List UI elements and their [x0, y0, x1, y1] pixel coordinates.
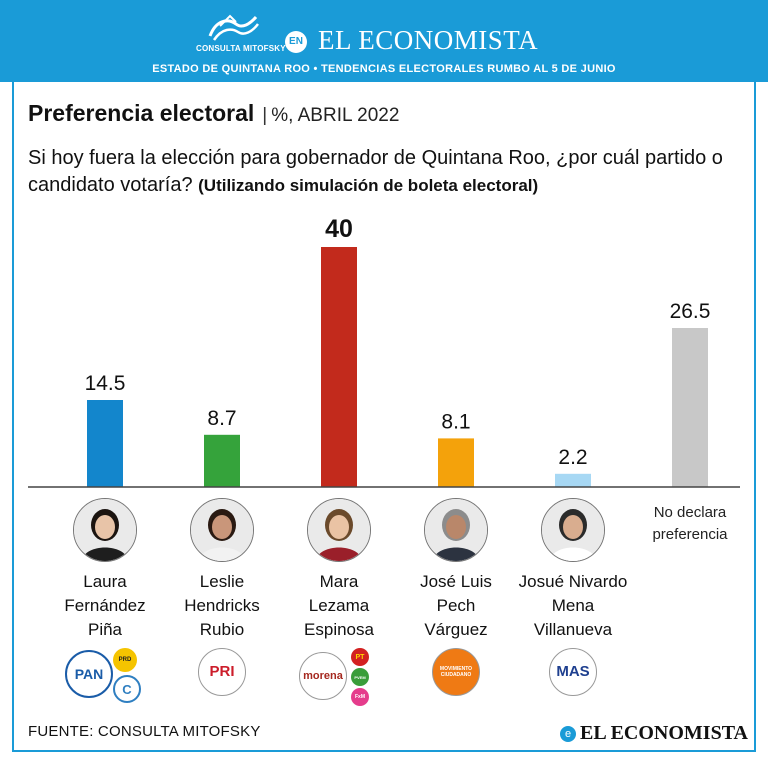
- candidate-name-line: Piña: [87, 620, 123, 639]
- party-logo-text: morena: [303, 670, 343, 682]
- candidate-name-line: Lezama: [308, 596, 370, 615]
- candidate-name-line: Espinosa: [304, 620, 374, 639]
- candidate-name-line: Mara: [319, 572, 359, 591]
- party-logo-fxm: FxM: [351, 688, 369, 706]
- chart-unit-label: %, ABRIL 2022: [271, 105, 400, 126]
- mitofsky-swirl-icon: [208, 14, 259, 41]
- consulta-mitofsky-logo: CONSULTA MITOFSKY: [196, 14, 286, 58]
- bar-value-label-1: 14.5: [85, 372, 126, 395]
- party-logo-pt: PT: [351, 648, 369, 666]
- party-logo-pan: PAN: [65, 650, 113, 698]
- no-declara-line: preferencia: [652, 526, 728, 543]
- candidate-name-line: Pech: [436, 596, 476, 615]
- footer-brand-text: EL ECONOMISTA: [580, 722, 748, 744]
- bar-3: [321, 247, 357, 487]
- party-logo-prd: PRD: [113, 648, 137, 672]
- party-logo-pvem: PVEM: [351, 668, 369, 686]
- party-logo: PRI: [198, 648, 246, 696]
- bar-value-label-3: 40: [325, 215, 353, 243]
- no-declara-line: No declara: [653, 504, 727, 521]
- source-note: FUENTE: CONSULTA MITOFSKY: [28, 723, 261, 740]
- party-logo-text: C: [122, 681, 132, 697]
- candidate-photo-2: [190, 498, 254, 562]
- candidate-name-line: Hendricks: [184, 596, 260, 615]
- party-logo-text: PRI: [209, 663, 235, 680]
- party-logos-5: MAS: [549, 648, 597, 704]
- person-icon: [74, 499, 136, 561]
- candidate-name-line: Laura: [83, 572, 127, 591]
- party-logo-morena: morena: [299, 652, 347, 700]
- no-declara-label: No declara preferencia: [635, 502, 745, 546]
- bar-1: [87, 400, 123, 487]
- candidate-name-5: Josué Nivardo Mena Villanueva: [509, 570, 637, 642]
- party-logos-1: PAN PRD C: [65, 648, 145, 704]
- bar-value-label-4: 8.1: [441, 410, 470, 433]
- content-frame: [12, 82, 756, 752]
- title-row: Preferencia electoral |%, ABRIL 2022: [28, 100, 399, 127]
- party-logo-text: PT: [355, 653, 365, 661]
- candidate-name-line: Josué Nivardo: [518, 572, 628, 591]
- el-economista-icon: e: [560, 725, 576, 742]
- candidate-name-line: Fernández: [64, 596, 146, 615]
- candidate-photo-3: [307, 498, 371, 562]
- candidate-photo-4: [424, 498, 488, 562]
- bar-value-label-6: 26.5: [670, 300, 711, 323]
- party-logos-2: PRI: [198, 648, 246, 704]
- header-banner: CONSULTA MITOFSKY EN EL ECONOMISTA ESTAD…: [0, 0, 768, 82]
- person-icon: [308, 499, 370, 561]
- candidate-name-line: Várguez: [424, 620, 488, 639]
- party-logo-text: PRD: [118, 657, 132, 663]
- bar-4: [438, 438, 474, 487]
- candidate-photo-5: [541, 498, 605, 562]
- bar-6: [672, 328, 708, 487]
- question-note: (Utilizando simulación de boleta elector…: [198, 176, 539, 195]
- candidate-name-line: Mena: [551, 596, 595, 615]
- bar-5: [555, 473, 591, 487]
- candidate-name-line: Leslie: [199, 572, 245, 591]
- party-logo-text: PAN: [74, 666, 104, 682]
- header-subtitle: ESTADO DE QUINTANA ROO • TENDENCIAS ELEC…: [152, 63, 616, 75]
- en-badge: EN: [285, 31, 307, 53]
- person-icon: [191, 499, 253, 561]
- bar-value-label-5: 2.2: [558, 446, 587, 469]
- candidate-name-line: Villanueva: [533, 620, 613, 639]
- bar-value-label-2: 8.7: [207, 407, 236, 430]
- party-logo-text: MOVIMIENTO CIUDADANO: [439, 666, 473, 678]
- header-logo-row: CONSULTA MITOFSKY EN EL ECONOMISTA: [0, 8, 768, 58]
- candidate-name-line: Rubio: [199, 620, 245, 639]
- bars-group: 14.5 8.7 40 8.1 2.2 26.5: [85, 215, 711, 487]
- party-logos-4: MOVIMIENTO CIUDADANO: [432, 648, 480, 704]
- candidate-name-4: José Luis Pech Várguez: [392, 570, 520, 642]
- person-icon: [425, 499, 487, 561]
- candidate-photo-1: [73, 498, 137, 562]
- candidate-name-3: Mara Lezama Espinosa: [275, 570, 403, 642]
- candidate-name-2: Leslie Hendricks Rubio: [158, 570, 286, 642]
- candidate-name-line: José Luis: [420, 572, 492, 591]
- candidate-name-1: Laura Fernández Piña: [41, 570, 169, 642]
- party-logo-text: PVEM: [354, 674, 366, 680]
- party-logo-c: C: [113, 675, 141, 703]
- party-logo: MOVIMIENTO CIUDADANO: [432, 648, 480, 696]
- survey-question: Si hoy fuera la elección para gobernador…: [28, 145, 748, 199]
- person-icon: [542, 499, 604, 561]
- party-logo: MAS: [549, 648, 597, 696]
- question-text: Si hoy fuera la elección para gobernador…: [28, 147, 723, 196]
- bar-2: [204, 434, 240, 487]
- chart-title: Preferencia electoral: [28, 100, 255, 126]
- title-separator: |: [262, 105, 268, 126]
- party-logo-text: FxM: [355, 694, 365, 700]
- header-brand: EL ECONOMISTA: [318, 25, 539, 55]
- party-logos-3: morena PT PVEM FxM: [299, 648, 381, 706]
- party-logo-text: MAS: [556, 663, 590, 680]
- mitofsky-logo-text: CONSULTA MITOFSKY: [196, 44, 286, 53]
- footer-brand: e EL ECONOMISTA: [560, 722, 748, 745]
